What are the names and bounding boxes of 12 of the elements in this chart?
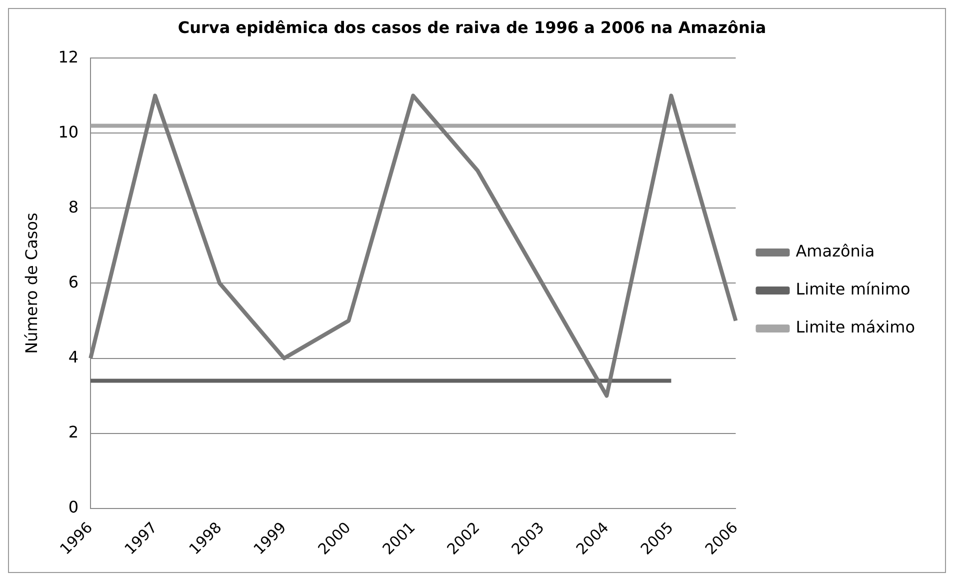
chart-title: Curva epidêmica dos casos de raiva de 1996 a 2006 na Amazônia xyxy=(178,18,766,37)
y-tick-label: 8 xyxy=(68,197,79,216)
y-tick-label: 4 xyxy=(68,347,79,366)
y-tick-label: 12 xyxy=(58,47,79,66)
y-axis-title: Número de Casos xyxy=(22,212,41,354)
y-tick-label: 0 xyxy=(68,497,79,516)
legend-label: Limite máximo xyxy=(796,318,916,337)
y-tick-label: 6 xyxy=(68,272,79,292)
y-tick-label: 2 xyxy=(68,422,79,442)
legend-label: Amazônia xyxy=(796,242,875,261)
legend-label: Limite mínimo xyxy=(796,280,910,299)
y-tick-label: 10 xyxy=(58,122,79,142)
